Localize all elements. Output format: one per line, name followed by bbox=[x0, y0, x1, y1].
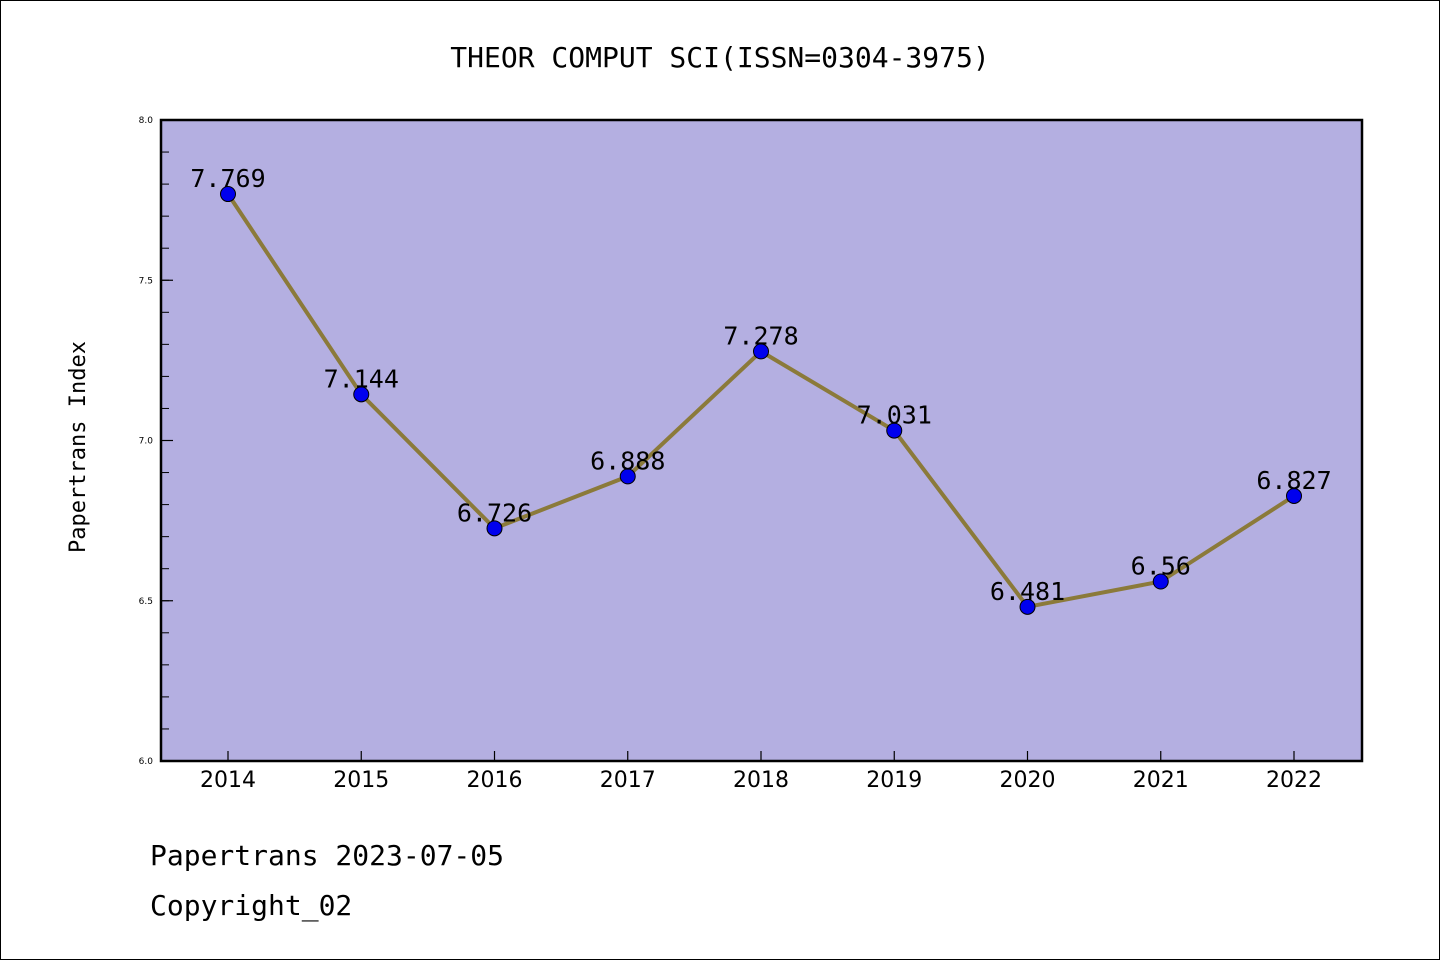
data-label: 6.827 bbox=[1256, 466, 1331, 495]
plot-border bbox=[159, 118, 1364, 763]
x-tick-label: 2019 bbox=[866, 768, 922, 793]
x-tick-label: 2021 bbox=[1133, 768, 1189, 793]
data-label: 6.726 bbox=[457, 498, 532, 527]
data-labels: 7.769 7.144 6.726 6.888 7.278 7.031 6.481 6.56 6… bbox=[190, 164, 1331, 606]
footer-copyright: Copyright_02 bbox=[150, 889, 352, 923]
y-tick-label: 7.0 bbox=[139, 437, 154, 447]
data-label: 6.481 bbox=[990, 577, 1065, 606]
x-tick-label: 2020 bbox=[1000, 768, 1056, 793]
data-point bbox=[486, 520, 503, 537]
x-tick-label: 2022 bbox=[1266, 768, 1322, 793]
footer-date: Papertrans 2023-07-05 bbox=[150, 839, 504, 872]
y-tick-label: 6.0 bbox=[139, 757, 154, 767]
data-label: 7.031 bbox=[857, 401, 932, 430]
data-point bbox=[886, 422, 903, 439]
data-markers bbox=[220, 186, 1302, 615]
data-point bbox=[1286, 487, 1302, 504]
y-tick-label: 7.5 bbox=[139, 276, 153, 286]
x-tick-label: 2015 bbox=[333, 768, 389, 793]
data-label: 7.144 bbox=[324, 364, 399, 393]
y-axis: 6.0 6.5 7.0 7.5 8.0 bbox=[139, 116, 173, 767]
data-label: 7.278 bbox=[723, 321, 798, 350]
y-tick-label: 8.0 bbox=[139, 116, 154, 126]
y-axis-label: Papertrans Index bbox=[66, 341, 91, 553]
data-point bbox=[753, 343, 769, 360]
data-point bbox=[220, 186, 236, 203]
y-tick-label: 6.5 bbox=[139, 597, 153, 607]
x-axis: 2014 2015 2016 2017 2018 2019 2020 2021 2022 bbox=[200, 751, 1322, 793]
data-point bbox=[1152, 573, 1169, 590]
data-point bbox=[619, 468, 636, 485]
x-tick-label: 2018 bbox=[733, 768, 789, 793]
plot-area bbox=[161, 120, 1362, 761]
x-tick-label: 2014 bbox=[200, 768, 256, 793]
data-label: 7.769 bbox=[190, 164, 265, 193]
data-label: 6.56 bbox=[1131, 552, 1191, 581]
data-point bbox=[353, 386, 370, 403]
data-label: 6.888 bbox=[590, 446, 665, 475]
data-point bbox=[1019, 598, 1036, 615]
x-tick-label: 2017 bbox=[600, 768, 656, 793]
x-tick-label: 2016 bbox=[467, 768, 523, 793]
chart-title: THEOR COMPUT SCI(ISSN=0304-3975) bbox=[450, 41, 989, 74]
